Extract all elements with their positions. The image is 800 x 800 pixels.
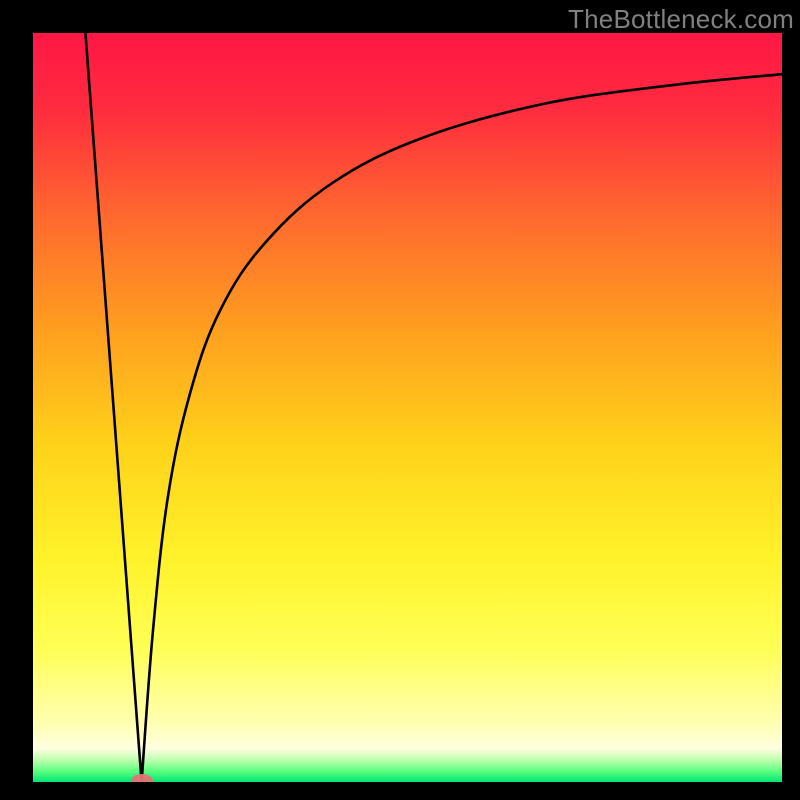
curve-path — [85, 33, 782, 782]
watermark-text: TheBottleneck.com — [568, 4, 794, 35]
vertex-marker — [131, 774, 153, 783]
plot-area — [33, 33, 782, 782]
bottleneck-curve — [33, 33, 782, 782]
